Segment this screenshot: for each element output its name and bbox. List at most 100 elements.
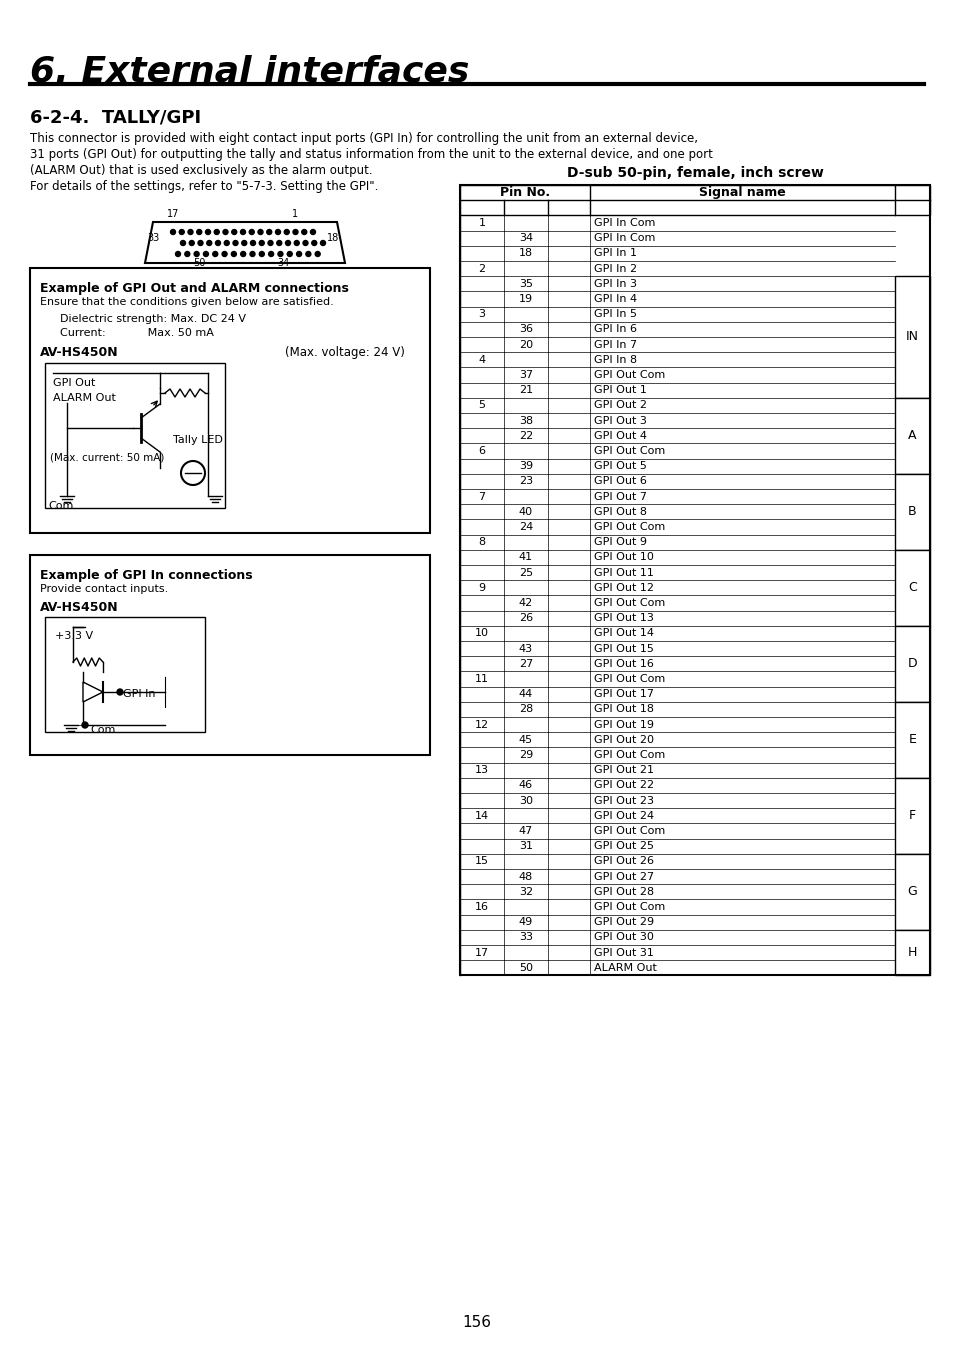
Text: GPI Out 15: GPI Out 15 (594, 643, 653, 654)
Text: 18: 18 (518, 248, 533, 259)
Text: GPI Out Com: GPI Out Com (594, 369, 664, 380)
Circle shape (188, 229, 193, 235)
Circle shape (175, 252, 180, 256)
Text: GPI Out 24: GPI Out 24 (594, 810, 654, 821)
Text: GPI Out Com: GPI Out Com (594, 599, 664, 608)
Circle shape (240, 229, 245, 235)
Circle shape (257, 229, 263, 235)
Text: 11: 11 (475, 674, 489, 683)
Text: GPI Out 19: GPI Out 19 (594, 720, 654, 729)
Text: GPI Out: GPI Out (53, 377, 95, 388)
Text: GPI Out 23: GPI Out 23 (594, 795, 654, 806)
Text: E: E (907, 733, 916, 747)
Text: GPI Out Com: GPI Out Com (594, 749, 664, 760)
Text: 50: 50 (193, 257, 205, 268)
Text: GPI Out 29: GPI Out 29 (594, 917, 654, 927)
Circle shape (320, 240, 325, 245)
Text: 28: 28 (518, 705, 533, 714)
Text: Example of GPI In connections: Example of GPI In connections (40, 569, 253, 582)
Text: 31 ports (GPI Out) for outputting the tally and status information from the unit: 31 ports (GPI Out) for outputting the ta… (30, 148, 712, 160)
Text: 12: 12 (475, 720, 489, 729)
Text: 17: 17 (167, 209, 179, 218)
Text: 18: 18 (327, 233, 338, 243)
Text: 31: 31 (518, 841, 533, 851)
Text: GPI Out 20: GPI Out 20 (594, 735, 654, 745)
Text: 156: 156 (462, 1316, 491, 1330)
Bar (30, 555, 430, 755)
Circle shape (240, 252, 246, 256)
Text: For details of the settings, refer to "5-7-3. Setting the GPI".: For details of the settings, refer to "5… (30, 181, 378, 193)
Text: H: H (907, 946, 916, 958)
Text: 4: 4 (478, 355, 485, 365)
Text: 25: 25 (518, 568, 533, 577)
Text: GPI In 1: GPI In 1 (594, 248, 637, 259)
Text: 47: 47 (518, 826, 533, 836)
Text: 39: 39 (518, 461, 533, 472)
Text: 6-2-4.  TALLY/GPI: 6-2-4. TALLY/GPI (30, 108, 201, 125)
Text: GPI In Com: GPI In Com (594, 218, 655, 228)
Bar (459, 185, 929, 976)
Circle shape (196, 229, 201, 235)
Text: Example of GPI Out and ALARM connections: Example of GPI Out and ALARM connections (40, 282, 349, 295)
Text: GPI Out 12: GPI Out 12 (594, 582, 654, 593)
Circle shape (82, 723, 88, 728)
Bar (894, 930, 929, 976)
Circle shape (193, 252, 199, 256)
Circle shape (269, 252, 274, 256)
Text: 21: 21 (518, 386, 533, 395)
Bar (894, 398, 929, 473)
Text: 36: 36 (518, 325, 533, 334)
Circle shape (171, 229, 175, 235)
Circle shape (198, 240, 203, 245)
Bar (894, 778, 929, 853)
Text: F: F (908, 809, 915, 822)
Text: GPI Out 3: GPI Out 3 (594, 415, 646, 426)
Text: GPI Out Com: GPI Out Com (594, 674, 664, 683)
Circle shape (303, 240, 308, 245)
Text: 7: 7 (478, 492, 485, 501)
Circle shape (214, 229, 219, 235)
Text: 14: 14 (475, 810, 489, 821)
Circle shape (203, 252, 208, 256)
Text: 38: 38 (518, 415, 533, 426)
Text: D: D (906, 658, 917, 670)
Text: 33: 33 (147, 233, 159, 243)
Text: ALARM Out: ALARM Out (594, 962, 657, 973)
Bar (30, 268, 430, 532)
Text: GPI Out 5: GPI Out 5 (594, 461, 646, 472)
Text: GPI In 3: GPI In 3 (594, 279, 637, 288)
Text: 34: 34 (277, 257, 290, 268)
Circle shape (312, 240, 316, 245)
Text: GPI Out 14: GPI Out 14 (594, 628, 654, 639)
Bar (894, 625, 929, 702)
Text: GPI Out 18: GPI Out 18 (594, 705, 654, 714)
Text: Current:            Max. 50 mA: Current: Max. 50 mA (60, 328, 213, 338)
Text: GPI Out 16: GPI Out 16 (594, 659, 653, 669)
Text: A: A (907, 429, 916, 442)
Circle shape (232, 252, 236, 256)
Text: +3.3 V: +3.3 V (55, 631, 93, 642)
Text: 42: 42 (518, 599, 533, 608)
Circle shape (250, 252, 254, 256)
Text: Ensure that the conditions given below are satisfied.: Ensure that the conditions given below a… (40, 297, 334, 307)
Text: AV-HS450N: AV-HS450N (40, 601, 118, 613)
Text: GPI Out 9: GPI Out 9 (594, 538, 646, 547)
Text: GPI Out 25: GPI Out 25 (594, 841, 654, 851)
Text: 15: 15 (475, 856, 489, 867)
Text: GPI Out 28: GPI Out 28 (594, 887, 654, 896)
Text: 37: 37 (518, 369, 533, 380)
Text: ALARM Out: ALARM Out (53, 394, 115, 403)
Circle shape (293, 229, 297, 235)
Circle shape (275, 229, 280, 235)
Text: 6: 6 (478, 446, 485, 456)
Text: GPI Out 17: GPI Out 17 (594, 689, 654, 700)
Text: 48: 48 (518, 872, 533, 882)
Circle shape (213, 252, 217, 256)
Circle shape (259, 240, 264, 245)
Text: IN: IN (905, 330, 918, 344)
Text: GPI In Com: GPI In Com (594, 233, 655, 243)
Text: 35: 35 (518, 279, 533, 288)
Text: 29: 29 (518, 749, 533, 760)
Text: GPI Out 13: GPI Out 13 (594, 613, 653, 623)
Text: 27: 27 (518, 659, 533, 669)
